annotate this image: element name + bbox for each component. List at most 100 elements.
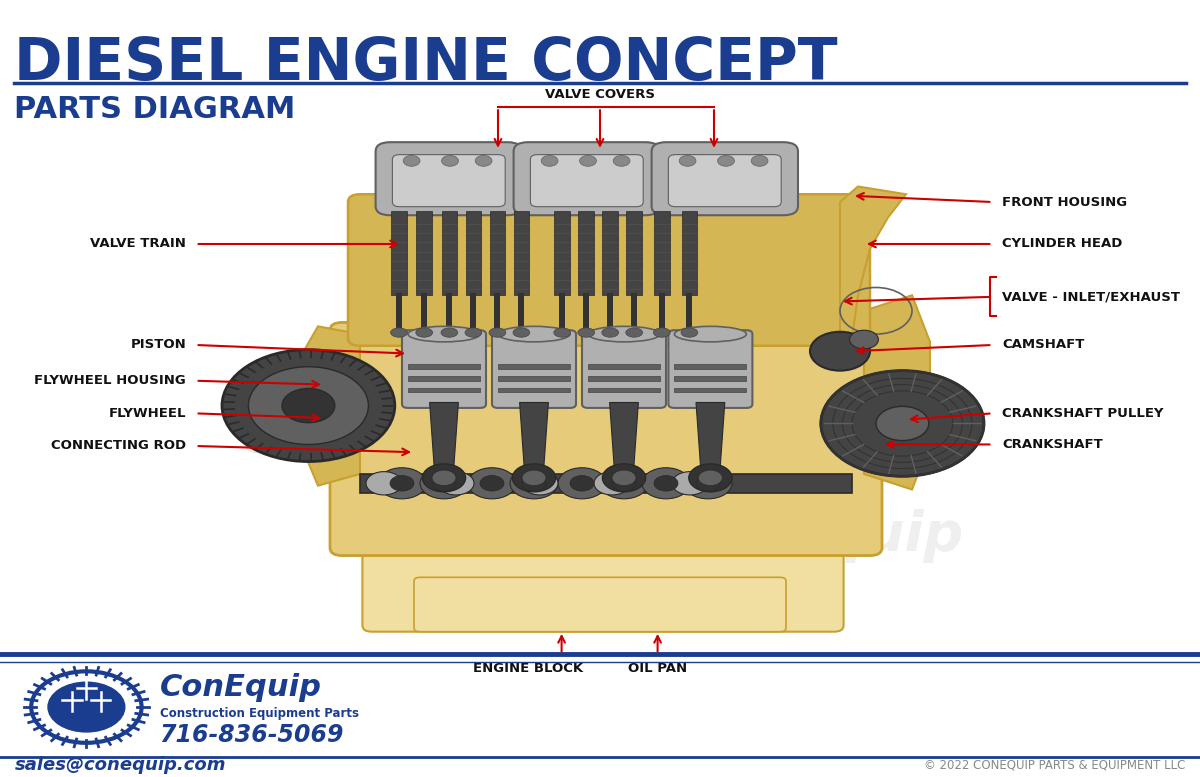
FancyBboxPatch shape: [492, 330, 576, 408]
Polygon shape: [610, 402, 638, 470]
Text: VALVE TRAIN: VALVE TRAIN: [90, 238, 186, 250]
Bar: [498, 376, 570, 381]
FancyBboxPatch shape: [582, 330, 666, 408]
Circle shape: [442, 155, 458, 166]
Ellipse shape: [680, 328, 697, 337]
Circle shape: [522, 472, 558, 495]
Text: FLYWHEEL HOUSING: FLYWHEEL HOUSING: [35, 375, 186, 387]
Bar: [686, 293, 692, 330]
Text: sales@conequip.com: sales@conequip.com: [14, 755, 226, 774]
Circle shape: [558, 468, 606, 499]
Bar: [396, 293, 402, 330]
Circle shape: [698, 470, 722, 486]
Bar: [408, 388, 480, 392]
Text: Construction Equipment Parts: Construction Equipment Parts: [160, 707, 359, 720]
Ellipse shape: [653, 328, 670, 337]
Ellipse shape: [514, 328, 530, 337]
Text: ENGINE BLOCK: ENGINE BLOCK: [473, 662, 583, 675]
Ellipse shape: [490, 328, 506, 337]
Circle shape: [810, 332, 870, 371]
Circle shape: [612, 470, 636, 486]
Circle shape: [821, 371, 984, 476]
Text: CRANKSHAFT: CRANKSHAFT: [1002, 438, 1103, 451]
Polygon shape: [840, 186, 906, 338]
Polygon shape: [300, 326, 360, 486]
Circle shape: [475, 155, 492, 166]
Circle shape: [282, 388, 335, 423]
Bar: [408, 376, 480, 381]
Text: PISTON: PISTON: [131, 339, 186, 351]
Bar: [490, 211, 505, 295]
Bar: [494, 293, 500, 330]
FancyBboxPatch shape: [402, 330, 486, 408]
Circle shape: [684, 468, 732, 499]
Bar: [360, 474, 852, 493]
FancyBboxPatch shape: [330, 322, 882, 556]
Text: CONNECTING ROD: CONNECTING ROD: [50, 440, 186, 452]
Bar: [659, 293, 665, 330]
Circle shape: [696, 476, 720, 491]
Circle shape: [432, 470, 456, 486]
Bar: [446, 293, 452, 330]
Bar: [391, 211, 407, 295]
Circle shape: [654, 476, 678, 491]
Bar: [626, 211, 642, 295]
Bar: [498, 388, 570, 392]
Circle shape: [522, 470, 546, 486]
Ellipse shape: [554, 328, 571, 337]
Text: FLYWHEEL: FLYWHEEL: [108, 407, 186, 420]
Bar: [559, 293, 565, 330]
Circle shape: [679, 155, 696, 166]
Bar: [514, 211, 529, 295]
Bar: [416, 211, 432, 295]
Circle shape: [422, 464, 466, 492]
Bar: [470, 293, 476, 330]
Polygon shape: [430, 402, 458, 470]
Ellipse shape: [588, 326, 660, 342]
Bar: [588, 388, 660, 392]
Bar: [498, 364, 570, 369]
Bar: [674, 388, 746, 392]
FancyBboxPatch shape: [348, 194, 870, 346]
FancyBboxPatch shape: [392, 155, 505, 207]
Circle shape: [570, 476, 594, 491]
Text: CONSTRUCTION EQUIPMENT PARTS: CONSTRUCTION EQUIPMENT PARTS: [242, 426, 958, 460]
Circle shape: [876, 406, 929, 441]
Text: ConEquip: ConEquip: [668, 509, 964, 563]
Ellipse shape: [498, 326, 570, 342]
Circle shape: [751, 155, 768, 166]
Bar: [583, 293, 589, 330]
Ellipse shape: [416, 328, 432, 337]
Text: 716-836-5069: 716-836-5069: [160, 723, 344, 747]
Circle shape: [403, 155, 420, 166]
Text: DIESEL ENGINE CONCEPT: DIESEL ENGINE CONCEPT: [14, 35, 838, 92]
Ellipse shape: [442, 328, 458, 337]
Circle shape: [48, 682, 125, 732]
Ellipse shape: [391, 328, 408, 337]
FancyBboxPatch shape: [362, 530, 844, 632]
Circle shape: [850, 330, 878, 349]
FancyBboxPatch shape: [652, 142, 798, 215]
Bar: [442, 211, 457, 295]
Bar: [674, 376, 746, 381]
Circle shape: [718, 155, 734, 166]
Circle shape: [689, 464, 732, 492]
Circle shape: [541, 155, 558, 166]
Circle shape: [248, 367, 368, 444]
FancyBboxPatch shape: [530, 155, 643, 207]
Circle shape: [580, 155, 596, 166]
Text: CYLINDER HEAD: CYLINDER HEAD: [1002, 238, 1122, 250]
Text: FRONT HOUSING: FRONT HOUSING: [1002, 196, 1127, 208]
Circle shape: [438, 472, 474, 495]
Polygon shape: [520, 402, 548, 470]
Circle shape: [672, 472, 708, 495]
Circle shape: [512, 464, 556, 492]
Bar: [588, 376, 660, 381]
Text: OIL PAN: OIL PAN: [628, 662, 688, 675]
FancyBboxPatch shape: [668, 330, 752, 408]
Bar: [682, 211, 697, 295]
Circle shape: [510, 468, 558, 499]
Circle shape: [600, 468, 648, 499]
Bar: [578, 211, 594, 295]
Bar: [554, 211, 570, 295]
